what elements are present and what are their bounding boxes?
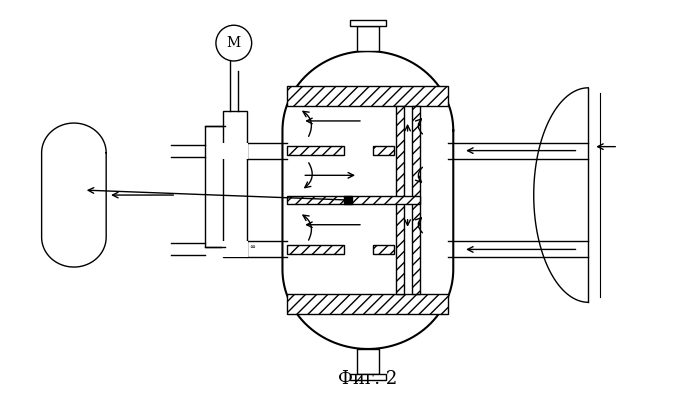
Bar bbox=[396, 106, 403, 294]
Bar bbox=[350, 374, 386, 380]
Bar bbox=[373, 146, 394, 155]
Bar bbox=[288, 86, 448, 106]
Circle shape bbox=[216, 25, 252, 61]
Bar bbox=[412, 106, 419, 294]
Bar bbox=[357, 26, 379, 51]
Bar bbox=[288, 146, 343, 155]
Text: ∞: ∞ bbox=[250, 244, 255, 249]
Bar bbox=[288, 196, 419, 205]
Bar bbox=[288, 294, 448, 314]
Bar bbox=[222, 143, 248, 158]
Polygon shape bbox=[534, 88, 588, 302]
Bar bbox=[205, 126, 225, 247]
Polygon shape bbox=[283, 51, 453, 349]
Bar bbox=[350, 20, 386, 26]
Text: Фиг. 2: Фиг. 2 bbox=[339, 370, 397, 388]
Bar bbox=[285, 241, 290, 257]
Bar bbox=[285, 143, 290, 158]
Bar bbox=[343, 196, 352, 204]
Text: М: М bbox=[227, 36, 241, 50]
Bar bbox=[222, 241, 248, 257]
Bar bbox=[223, 111, 246, 257]
Bar bbox=[373, 245, 394, 254]
Bar bbox=[288, 245, 343, 254]
Bar bbox=[357, 349, 379, 374]
Polygon shape bbox=[42, 123, 106, 267]
